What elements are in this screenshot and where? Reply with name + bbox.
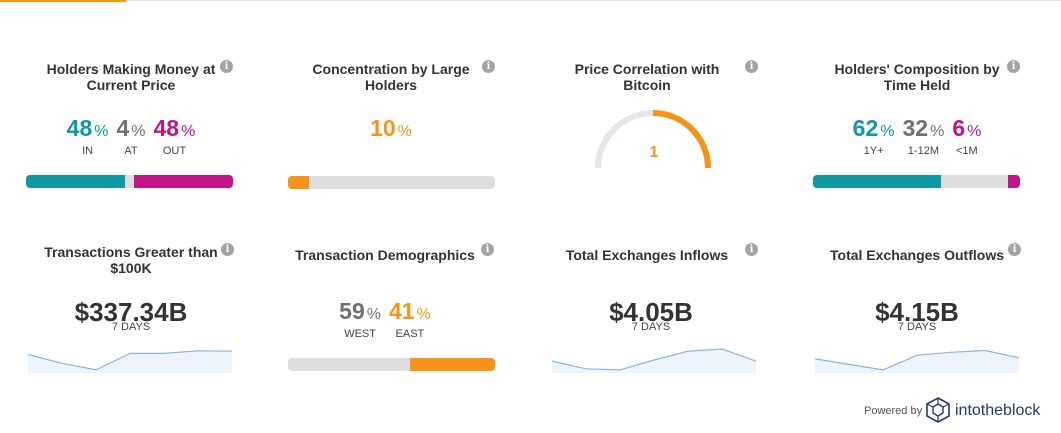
sparkline-line: [815, 349, 1019, 371]
stat-in: 48% IN: [66, 115, 109, 157]
sparkline: [815, 349, 1019, 373]
stats-row: 59% WEST 41% EAST: [254, 299, 516, 340]
stats-row: 10%: [260, 116, 522, 144]
stat-label: OUT: [162, 145, 187, 157]
card-title: Concentration by Large Holders: [312, 61, 470, 93]
info-icon[interactable]: i: [221, 243, 234, 256]
stat-value: 6: [952, 115, 966, 141]
sparkline-line: [28, 350, 232, 371]
stat-mid-term: 32% 1-12M: [902, 115, 945, 157]
stats-row: 48% IN 4% AT 48% OUT: [0, 116, 262, 157]
bar-segment: [941, 175, 1008, 188]
info-icon[interactable]: i: [1007, 60, 1020, 73]
info-icon[interactable]: i: [482, 60, 495, 73]
stat-value: 59: [339, 298, 365, 324]
sparkline-line: [552, 348, 756, 371]
metric-value: $4.15B: [875, 297, 959, 327]
active-tab-indicator: [0, 0, 126, 2]
info-icon[interactable]: i: [1008, 243, 1021, 256]
stat-value: 4: [116, 115, 130, 141]
stat-value: 48: [153, 115, 180, 141]
concentration-bar: [288, 176, 495, 189]
sparkline: [28, 350, 232, 373]
sparkline-area: [552, 349, 756, 373]
powered-by-label: Powered by: [864, 405, 923, 417]
metric-period: 7 DAYS: [111, 321, 151, 333]
metric-period: 7 DAYS: [897, 321, 937, 333]
metric-value: $337.34B: [74, 297, 188, 327]
metric-period: 7 DAYS: [631, 321, 671, 333]
bar-segment: [26, 175, 126, 188]
card-title: Transaction Demographics: [295, 247, 475, 263]
bar-segment: [133, 175, 233, 188]
stat-concentration: 10%: [370, 115, 412, 141]
stat-out: 48% OUT: [153, 115, 196, 157]
info-icon[interactable]: i: [745, 60, 758, 73]
stat-value: 32: [902, 115, 929, 141]
info-icon[interactable]: i: [745, 243, 758, 256]
card-title: Total Exchanges Inflows: [565, 247, 729, 263]
bar-segment: [125, 175, 134, 188]
stat-label: WEST: [344, 328, 376, 340]
sparkline-area: [28, 350, 232, 373]
stat-at: 4% AT: [116, 115, 146, 157]
top-divider: [0, 0, 1061, 1]
info-icon[interactable]: i: [481, 243, 494, 256]
stat-label: EAST: [395, 328, 425, 340]
stat-value: 62: [852, 115, 879, 141]
card-title: Holders Making Money at Current Price: [46, 61, 216, 93]
gauge-value: 1: [649, 144, 659, 161]
card-title: Total Exchanges Outflows: [830, 247, 1004, 263]
stat-value: 48: [66, 115, 93, 141]
stat-short-term: 6% <1M: [952, 115, 982, 157]
sparkline-area: [815, 350, 1019, 373]
sparkline: [552, 348, 756, 373]
stats-row: 62% 1Y+ 32% 1-12M 6% <1M: [786, 116, 1048, 157]
stat-value: 10: [370, 115, 396, 141]
bar-segment: [410, 358, 495, 371]
card-title: Holders' Composition by Time Held: [834, 61, 1000, 93]
composition-bar: [813, 175, 1020, 188]
bar-segment: [1007, 175, 1020, 188]
stat-label: 1-12M: [907, 145, 939, 157]
stat-label: <1M: [955, 145, 978, 157]
stat-east: 41% EAST: [389, 298, 431, 340]
stat-label: AT: [124, 145, 138, 157]
brand-name[interactable]: intotheblock: [955, 402, 1041, 419]
demographics-bar: [288, 358, 495, 371]
stat-label: 1Y+: [863, 145, 884, 157]
intotheblock-logo-icon[interactable]: [926, 397, 950, 423]
stat-label: IN: [82, 145, 94, 157]
metric-value: $4.05B: [609, 297, 693, 327]
info-icon[interactable]: i: [220, 60, 233, 73]
bar-segment: [288, 358, 411, 371]
stat-long-term: 62% 1Y+: [852, 115, 895, 157]
stat-west: 59% WEST: [339, 298, 381, 340]
distribution-bar: [26, 175, 233, 188]
card-title: Transactions Greater than $100K: [44, 244, 218, 276]
card-title: Price Correlation with Bitcoin: [574, 61, 720, 93]
correlation-gauge: [595, 110, 711, 169]
stat-value: 41: [389, 298, 415, 324]
bar-segment: [288, 176, 309, 189]
bar-segment: [813, 175, 942, 188]
